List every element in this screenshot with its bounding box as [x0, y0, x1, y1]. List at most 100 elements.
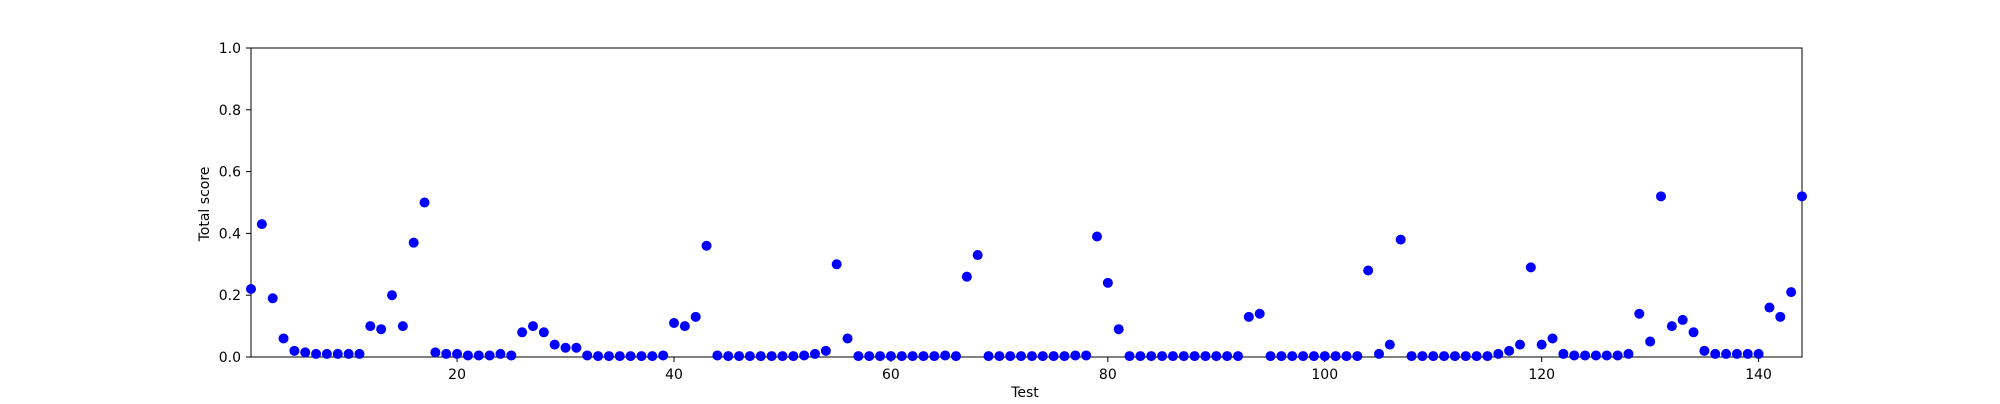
data-point: [1287, 351, 1298, 362]
data-point: [1482, 351, 1493, 362]
x-axis-label: Test: [1010, 385, 1039, 400]
data-point: [951, 351, 961, 362]
data-point: [538, 327, 549, 338]
data-point: [1786, 287, 1797, 298]
data-point: [387, 290, 397, 301]
data-point: [1037, 351, 1048, 362]
data-point: [918, 351, 929, 362]
data-point: [571, 342, 582, 353]
data-point: [354, 348, 365, 359]
data-point: [1059, 351, 1070, 362]
plot-area: 20 40 60 80 100 120 140 0.0 0.2 0.4 0.6 0.8 1.0: [219, 41, 1807, 383]
data-point: [1157, 351, 1168, 362]
data-point: [365, 321, 376, 332]
data-point: [1515, 339, 1525, 350]
data-point: [321, 348, 332, 359]
data-point: [1092, 231, 1102, 242]
data-point: [1124, 351, 1135, 362]
data-point: [1525, 262, 1536, 273]
data-point: [549, 339, 560, 350]
data-point: [1233, 351, 1243, 362]
data-point: [278, 333, 289, 344]
data-point: [1493, 348, 1504, 359]
data-point: [1634, 308, 1645, 319]
data-point: [1298, 351, 1309, 362]
data-point: [1254, 308, 1265, 319]
data-point: [1569, 350, 1580, 361]
data-point: [1341, 351, 1352, 362]
data-point: [289, 345, 300, 356]
data-point: [1612, 350, 1623, 361]
data-point: [1439, 351, 1450, 362]
data-point: [983, 351, 994, 362]
data-point: [528, 321, 538, 332]
data-point: [961, 271, 972, 282]
data-point: [397, 321, 408, 332]
x-tick-label: 140: [1745, 367, 1772, 383]
data-point: [1374, 348, 1384, 359]
data-point: [495, 348, 506, 359]
x-tick-label: 100: [1311, 367, 1338, 383]
y-tick-label: 0.0: [219, 350, 241, 366]
data-point: [1558, 348, 1569, 359]
data-point: [614, 351, 625, 362]
data-point: [1384, 339, 1395, 350]
data-point: [603, 351, 614, 362]
y-axis-label: Total score: [197, 167, 213, 243]
data-point: [831, 259, 842, 270]
data-point: [1211, 351, 1222, 362]
data-point: [875, 351, 886, 362]
data-point: [332, 348, 343, 359]
data-point: [1178, 351, 1189, 362]
data-point: [712, 350, 723, 361]
data-point: [1222, 351, 1233, 362]
data-point: [1699, 345, 1710, 356]
y-tick-label: 0.6: [219, 165, 241, 181]
x-tick-label: 80: [1099, 367, 1117, 383]
data-point: [1135, 351, 1146, 362]
data-point: [1167, 351, 1178, 362]
data-point: [1666, 321, 1677, 332]
data-point: [1742, 348, 1753, 359]
data-point: [1395, 234, 1406, 245]
data-point: [560, 342, 571, 353]
data-point: [864, 351, 875, 362]
data-point: [1146, 351, 1157, 362]
data-point: [1026, 351, 1037, 362]
data-point: [441, 348, 452, 359]
data-point: [723, 351, 734, 362]
data-point: [820, 345, 831, 356]
data-point: [744, 351, 755, 362]
data-point: [506, 350, 517, 361]
data-point: [658, 350, 669, 361]
x-tick-label: 20: [448, 367, 466, 383]
data-point: [1200, 351, 1211, 362]
data-point: [1677, 314, 1688, 325]
data-point: [1070, 350, 1081, 361]
data-point: [1005, 351, 1016, 362]
data-point: [1547, 333, 1558, 344]
data-point: [788, 351, 799, 362]
data-point: [1449, 351, 1460, 362]
data-point: [1189, 351, 1200, 362]
data-point: [1406, 351, 1417, 362]
data-point: [1016, 351, 1027, 362]
data-point: [246, 284, 256, 295]
data-point: [1319, 351, 1330, 362]
data-point: [701, 240, 712, 251]
data-point: [452, 348, 463, 359]
data-point: [1113, 324, 1124, 335]
data-point: [582, 350, 593, 361]
data-point: [1731, 348, 1742, 359]
data-point: [907, 351, 918, 362]
data-point: [1265, 351, 1276, 362]
data-point: [1081, 350, 1092, 361]
x-tick-label: 60: [882, 367, 900, 383]
data-point: [376, 324, 387, 335]
y-tick-label: 0.8: [219, 103, 241, 119]
data-point: [636, 351, 647, 362]
data-point: [1536, 339, 1547, 350]
data-point: [734, 351, 745, 362]
